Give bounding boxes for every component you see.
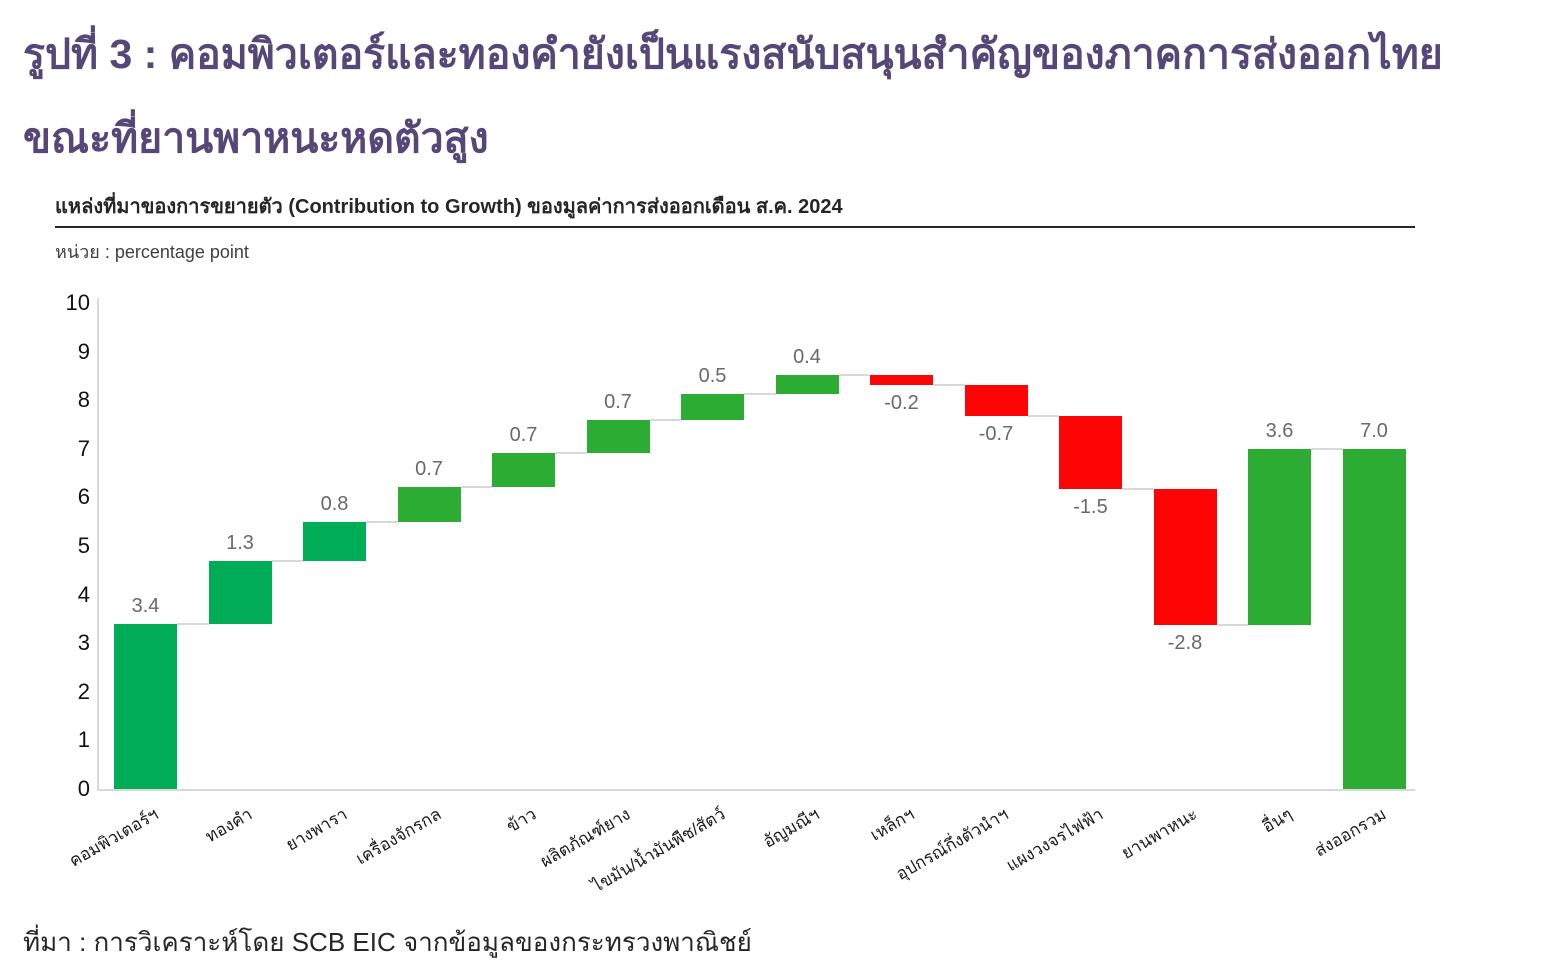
x-axis-line <box>97 789 1415 791</box>
bar-value-label: 3.6 <box>1265 419 1294 442</box>
bar-value-label: 0.7 <box>415 457 443 480</box>
waterfall-bar-4 <box>397 486 461 522</box>
waterfall-bar-10 <box>964 384 1028 417</box>
x-axis-category-label: อื่นๆ <box>1258 804 1295 837</box>
waterfall-bar-2 <box>208 560 272 624</box>
waterfall-bar-6 <box>586 419 650 453</box>
bar-value-label: 3.4 <box>131 594 160 617</box>
y-axis-tick-label: 0 <box>77 776 90 801</box>
y-axis-tick-label: 9 <box>77 338 90 364</box>
x-axis-category-label: ยานพาหนะ <box>1118 804 1201 863</box>
waterfall-bar-5 <box>492 452 555 487</box>
connector-line <box>1027 415 1059 418</box>
waterfall-bar-9 <box>870 374 933 385</box>
bar-value-label: 7.0 <box>1360 419 1388 442</box>
waterfall-bar-14 <box>1342 448 1406 789</box>
page-title-line2: ขณะที่ยานพาหนะหดตัวสูง <box>23 115 489 161</box>
y-axis-tick-label: 6 <box>77 484 90 510</box>
bar-value-label: 0.7 <box>604 390 632 413</box>
connector-line <box>838 373 870 376</box>
x-axis-category-label: ทองคำ <box>202 804 256 847</box>
bar-value-label: -0.7 <box>978 423 1014 446</box>
waterfall-bar-8 <box>775 374 839 395</box>
bar-value-label: 0.7 <box>509 423 538 446</box>
header-divider-line <box>55 226 1415 228</box>
connector-line <box>1122 488 1154 491</box>
x-axis-category-label: อัญมณีฯ <box>759 804 823 852</box>
connector-line <box>1311 447 1343 450</box>
connector-line <box>460 485 492 488</box>
bar-value-label: 0.4 <box>793 345 821 368</box>
waterfall-bar-7 <box>681 394 744 420</box>
connector-line <box>744 393 776 396</box>
x-axis-category-label: เหล็กฯ <box>866 804 917 845</box>
bar-value-label: 1.3 <box>226 531 254 554</box>
connector-line <box>933 383 965 386</box>
connector-line <box>366 520 398 523</box>
y-axis-tick-label: 8 <box>77 387 90 413</box>
y-axis-tick-label: 2 <box>77 678 90 704</box>
waterfall-bar-11 <box>1059 416 1122 490</box>
y-axis-tick-label: 1 <box>77 727 90 753</box>
connector-line <box>177 622 209 625</box>
y-axis-tick-label: 4 <box>77 581 90 607</box>
x-axis-category-label: ส่งออกรวม <box>1311 804 1390 861</box>
connector-line <box>1216 624 1248 627</box>
bar-value-label: -1.5 <box>1073 496 1108 519</box>
unit-label: หน่วย : percentage point <box>55 242 249 262</box>
waterfall-bar-3 <box>303 521 366 561</box>
chart-subtitle: แหล่งที่มาของการขยายตัว (Contribution to… <box>55 196 843 218</box>
y-axis-tick-label: 7 <box>77 435 90 461</box>
connector-line <box>649 418 681 421</box>
bar-value-label: -0.2 <box>884 391 919 414</box>
x-axis-category-label: แผงวงจรไฟฟ้า <box>1002 804 1106 876</box>
x-axis-category-label: คอมพิวเตอร์ฯ <box>65 804 161 871</box>
page-title-line1: รูปที่ 3 : คอมพิวเตอร์และทองคำยังเป็นแรง… <box>23 31 1443 77</box>
x-axis-category-label: เครื่องจักรกล <box>352 804 445 869</box>
waterfall-bar-1 <box>114 623 177 789</box>
bar-value-label: 0.8 <box>320 492 349 515</box>
x-axis-category-label: ยางพารา <box>282 804 350 855</box>
x-axis-category-label: ข้าว <box>502 804 539 837</box>
source-note: ที่มา : การวิเคราะห์โดย SCB EIC จากข้อมู… <box>23 927 752 957</box>
bar-value-label: -2.8 <box>1167 632 1203 655</box>
connector-line <box>271 559 303 562</box>
waterfall-bar-13 <box>1248 448 1311 626</box>
y-axis-tick-label: 10 <box>65 290 90 315</box>
y-axis-line <box>97 298 99 791</box>
y-axis-tick-label: 5 <box>77 533 90 558</box>
y-axis-tick-label: 3 <box>77 630 90 656</box>
connector-line <box>555 451 587 454</box>
bar-value-label: 0.5 <box>698 365 727 388</box>
waterfall-bar-12 <box>1153 489 1217 626</box>
